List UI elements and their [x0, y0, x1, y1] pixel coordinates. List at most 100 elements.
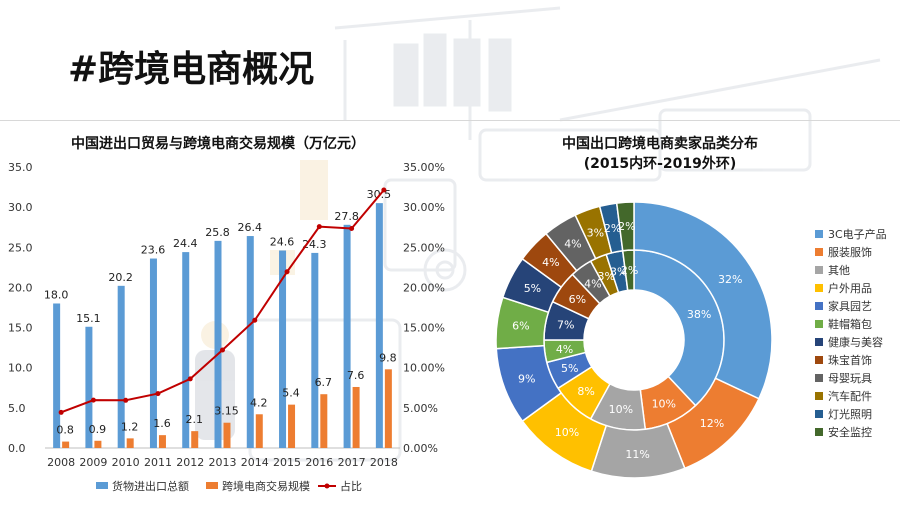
- legend-label: 珠宝首饰: [828, 353, 872, 367]
- x-tick-label: 2008: [47, 456, 75, 469]
- y-left-tick-label: 25.0: [8, 241, 33, 254]
- legend-swatch: [815, 338, 823, 346]
- donut-label-2015: 3%: [610, 266, 627, 279]
- bar-ecommerce: [288, 404, 296, 448]
- point-ratio: [187, 376, 193, 382]
- bar-trade-total: [149, 258, 157, 448]
- donut-label-2015: 4%: [584, 277, 601, 290]
- bar-ecommerce: [62, 441, 70, 448]
- bar-trade-total: [53, 303, 61, 448]
- y-right-tick-label: 15.00%: [403, 322, 445, 335]
- donut-label-2019: 2%: [604, 222, 621, 235]
- chart-title: 中国进出口贸易与跨境电商交易规模（万亿元）: [71, 135, 365, 152]
- data-label-ecommerce: 9.8: [379, 351, 397, 364]
- point-ratio: [284, 269, 290, 275]
- bar-trade-total: [311, 252, 319, 448]
- legend-label: 户外用品: [828, 281, 872, 295]
- legend-swatch: [815, 392, 823, 400]
- bar-ecommerce: [94, 440, 102, 448]
- data-label-trade-total: 24.6: [270, 235, 295, 248]
- y-left-tick-label: 20.0: [8, 281, 33, 294]
- data-label-ecommerce: 0.9: [89, 423, 107, 436]
- legend-swatch: [815, 284, 823, 292]
- x-tick-label: 2010: [112, 456, 140, 469]
- point-ratio: [90, 397, 96, 403]
- donut-label-2019: 4%: [564, 238, 581, 251]
- donut-label-2019: 2%: [618, 220, 635, 233]
- data-label-ecommerce: 2.1: [185, 413, 203, 426]
- legend-point-ratio: [324, 483, 330, 489]
- donut-label-2015: 10%: [652, 397, 676, 410]
- x-tick-label: 2009: [79, 456, 107, 469]
- donut-label-2019: 6%: [512, 320, 529, 333]
- bar-trade-total: [246, 236, 254, 448]
- donut-segment-2019: [633, 201, 773, 400]
- donut-label-2019: 4%: [542, 256, 559, 269]
- bar-ecommerce: [255, 414, 263, 448]
- legend-label: 鞋帽箱包: [828, 317, 872, 331]
- donut-label-2015: 3%: [597, 270, 614, 283]
- legend-swatch-trade-total: [96, 482, 108, 489]
- bar-ecommerce: [352, 386, 360, 448]
- legend-label-trade-total: 货物进出口总额: [112, 479, 189, 493]
- data-label-trade-total: 15.1: [76, 312, 101, 325]
- bar-ecommerce: [320, 394, 328, 448]
- donut-segment-2019: [615, 201, 635, 252]
- legend-swatch: [815, 428, 823, 436]
- x-tick-label: 2012: [176, 456, 204, 469]
- data-label-ecommerce: 4.2: [250, 396, 268, 409]
- x-tick-label: 2013: [209, 456, 237, 469]
- legend-label-ratio: 占比: [340, 479, 362, 493]
- donut-label-2019: 3%: [587, 227, 604, 240]
- x-tick-label: 2014: [241, 456, 269, 469]
- legend-label-ecommerce: 跨境电商交易规模: [222, 479, 310, 493]
- legend-swatch: [815, 320, 823, 328]
- legend-label: 安全监控: [828, 425, 872, 439]
- legend-swatch-ecommerce: [206, 482, 218, 489]
- donut-label-2015: 10%: [609, 403, 633, 416]
- bar-ecommerce: [384, 369, 392, 448]
- data-label-trade-total: 20.2: [108, 271, 133, 284]
- donut-label-2015: 4%: [556, 343, 573, 356]
- y-right-tick-label: 5.00%: [403, 402, 438, 415]
- x-tick-label: 2015: [273, 456, 301, 469]
- point-ratio: [123, 397, 129, 403]
- legend-swatch: [815, 266, 823, 274]
- chart-subtitle: (2015内环-2019外环): [584, 155, 737, 172]
- y-left-tick-label: 10.0: [8, 362, 33, 375]
- bar-ecommerce: [126, 438, 134, 448]
- donut-label-2015: 2%: [621, 264, 638, 277]
- point-ratio: [252, 317, 258, 323]
- data-label-ecommerce: 3.15: [214, 405, 239, 418]
- donut-label-2019: 5%: [524, 282, 541, 295]
- point-ratio: [155, 391, 161, 397]
- legend-label: 服装服饰: [828, 245, 872, 259]
- y-right-tick-label: 35.00%: [403, 161, 445, 174]
- data-label-trade-total: 23.6: [141, 244, 166, 257]
- y-left-tick-label: 5.0: [8, 402, 26, 415]
- point-ratio: [381, 187, 387, 193]
- legend-swatch: [815, 248, 823, 256]
- data-label-ecommerce: 5.4: [282, 387, 300, 400]
- bar-trade-total: [214, 240, 222, 448]
- y-left-tick-label: 35.0: [8, 161, 33, 174]
- data-label-trade-total: 24.4: [173, 237, 198, 250]
- data-label-ecommerce: 7.6: [347, 369, 365, 382]
- data-label-trade-total: 18.0: [44, 288, 69, 301]
- legend-label: 家具园艺: [828, 299, 872, 313]
- data-label-trade-total: 26.4: [238, 221, 263, 234]
- donut-label-2019: 9%: [518, 373, 535, 386]
- page-title: #跨境电商概况: [68, 49, 315, 90]
- legend-label: 母婴玩具: [828, 372, 872, 385]
- data-label-ecommerce: 0.8: [56, 424, 74, 437]
- data-label-trade-total: 25.8: [205, 226, 230, 239]
- legend-label: 其他: [828, 264, 850, 277]
- donut-label-2019: 32%: [718, 273, 742, 286]
- x-tick-label: 2011: [144, 456, 172, 469]
- donut-label-2015: 7%: [557, 319, 574, 332]
- donut-label-2015: 6%: [569, 293, 586, 306]
- y-right-tick-label: 10.00%: [403, 362, 445, 375]
- donut-label-2015: 38%: [687, 308, 711, 321]
